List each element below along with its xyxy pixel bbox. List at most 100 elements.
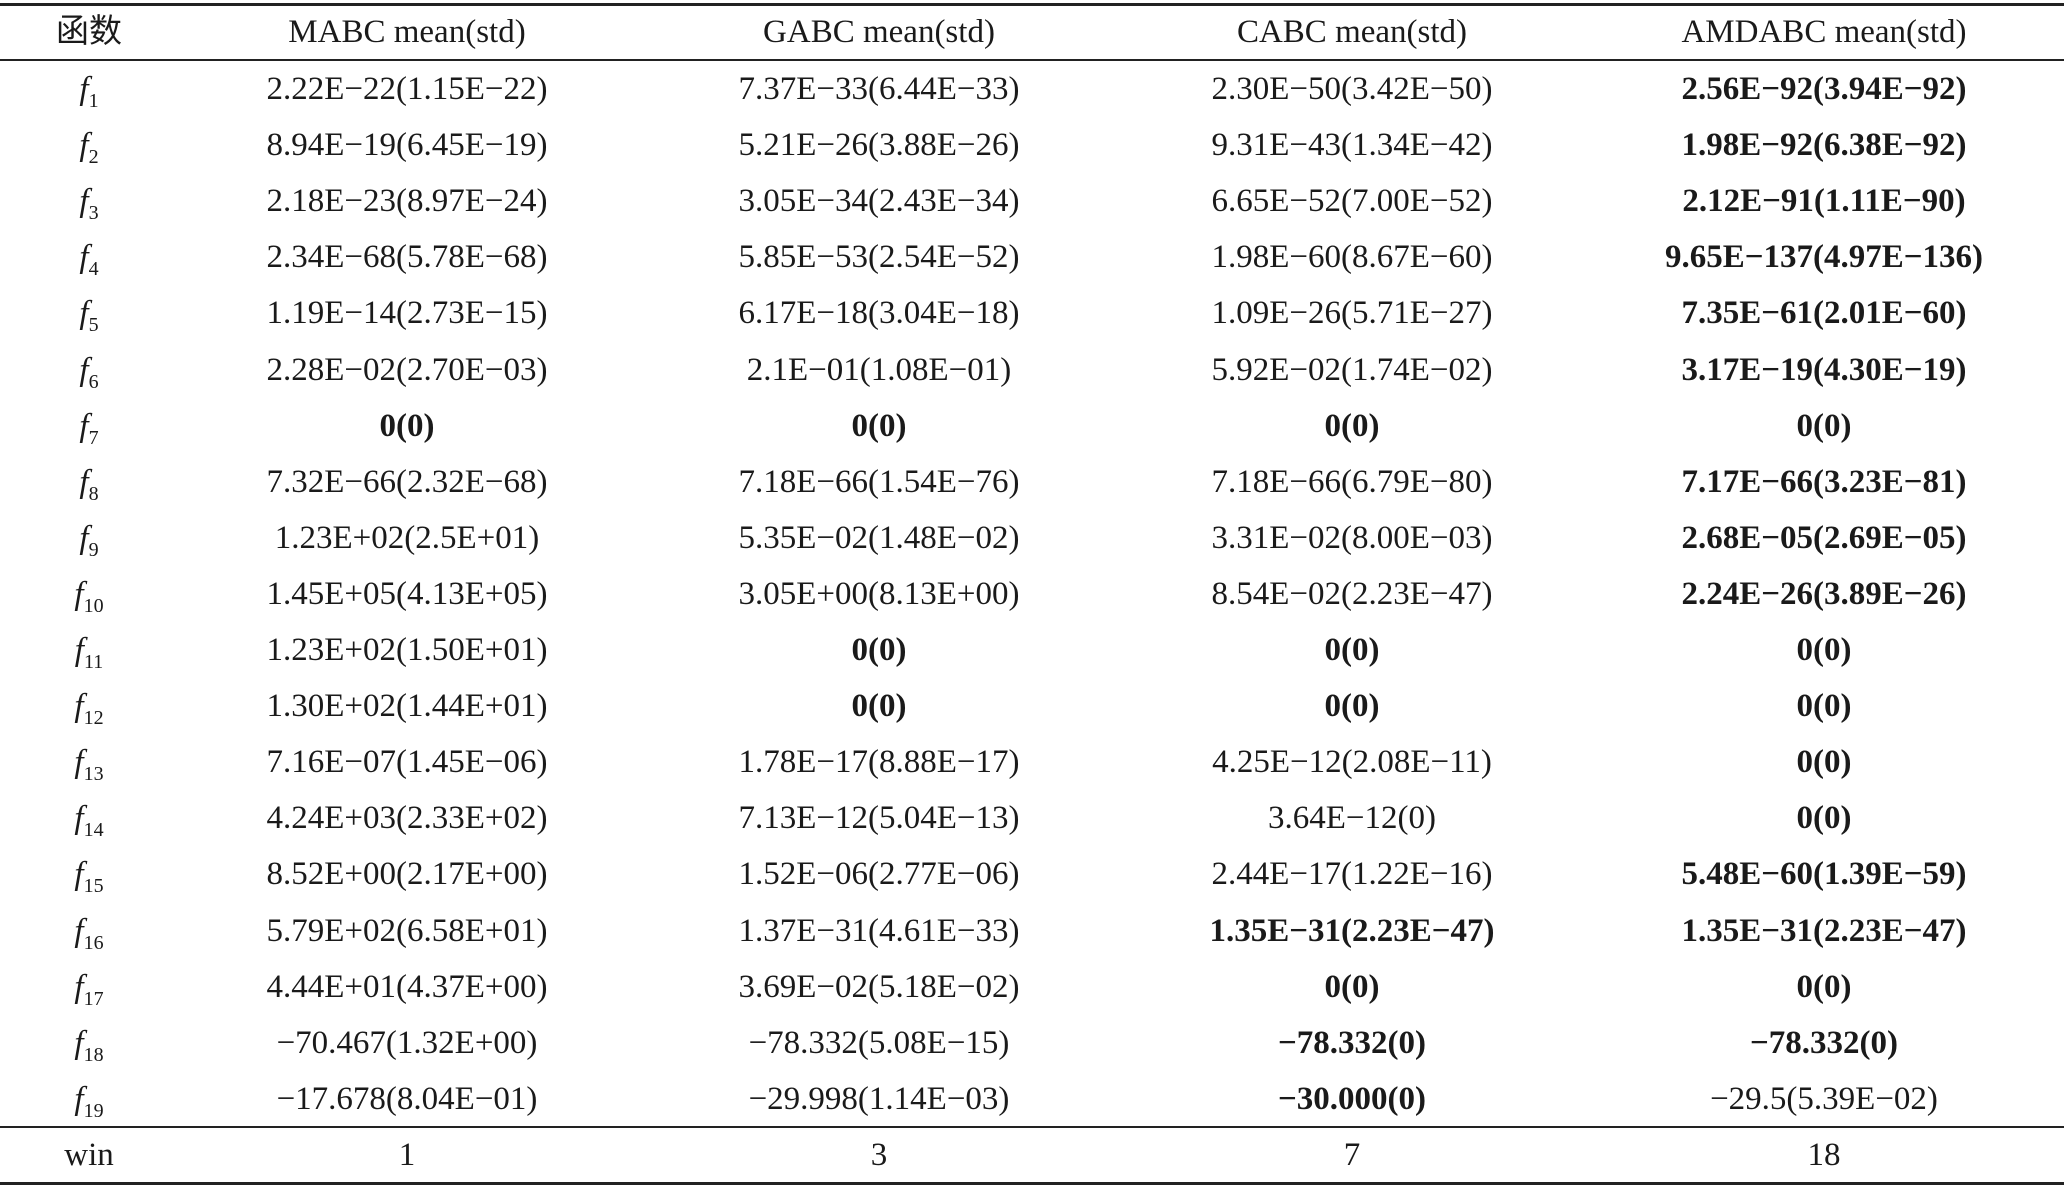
header-cell: GABC mean(std) xyxy=(763,14,995,50)
function-name: f xyxy=(74,912,84,949)
function-label: f17 xyxy=(0,959,178,1015)
result-cell: 1.98E−60(8.67E−60) xyxy=(1211,239,1493,276)
result-cell: 1.78E−17(8.88E−17) xyxy=(738,744,1020,781)
result-cell: 7.17E−66(3.23E−81) xyxy=(1681,463,1967,500)
result-cell: 0(0) xyxy=(1796,968,1852,1005)
result-cell: 0(0) xyxy=(1324,407,1380,444)
function-name: f xyxy=(74,744,84,781)
function-label: f6 xyxy=(0,342,178,398)
function-index: 16 xyxy=(83,931,104,954)
function-label: f2 xyxy=(0,117,178,173)
function-name: f xyxy=(79,519,89,556)
function-name: f xyxy=(74,1080,84,1117)
result-cell: 0(0) xyxy=(379,407,435,444)
result-cell: 8.94E−19(6.45E−19) xyxy=(266,127,548,164)
result-cell: 5.35E−02(1.48E−02) xyxy=(738,519,1020,556)
function-index: 1 xyxy=(88,90,99,112)
result-cell: 2.30E−50(3.42E−50) xyxy=(1211,71,1493,107)
result-cell: 5.21E−26(3.88E−26) xyxy=(738,127,1020,164)
result-cell: 0(0) xyxy=(1796,688,1852,725)
result-cell: 1.45E+05(4.13E+05) xyxy=(266,575,548,612)
function-name: f xyxy=(79,463,89,500)
result-cell: 2.1E−01(1.08E−01) xyxy=(746,351,1012,388)
result-cell: 0(0) xyxy=(851,407,907,444)
function-label: f3 xyxy=(0,173,178,229)
result-cell: 0(0) xyxy=(1324,968,1380,1005)
function-name: f xyxy=(74,1024,84,1061)
result-cell: 7.37E−33(6.44E−33) xyxy=(738,71,1020,107)
result-cell: 1.98E−92(6.38E−92) xyxy=(1681,127,1967,164)
result-cell: 5.48E−60(1.39E−59) xyxy=(1681,856,1967,893)
function-label: f14 xyxy=(0,790,178,846)
header-rule xyxy=(0,59,2064,61)
function-index: 3 xyxy=(88,202,99,225)
function-label: f4 xyxy=(0,229,178,285)
function-label: f1 xyxy=(0,61,178,117)
function-name: f xyxy=(79,127,89,164)
function-index: 14 xyxy=(83,819,104,842)
footer-cell: 1 xyxy=(398,1137,416,1173)
result-cell: 3.17E−19(4.30E−19) xyxy=(1681,351,1967,388)
result-cell: 2.56E−92(3.94E−92) xyxy=(1681,71,1967,107)
function-index: 5 xyxy=(88,314,99,337)
function-label: f15 xyxy=(0,846,178,902)
result-cell: 4.25E−12(2.08E−11) xyxy=(1212,744,1492,781)
result-cell: 9.31E−43(1.34E−42) xyxy=(1211,127,1493,164)
result-cell: 0(0) xyxy=(851,688,907,725)
result-cell: 2.24E−26(3.89E−26) xyxy=(1681,575,1967,612)
function-name: f xyxy=(79,183,89,220)
function-index: 10 xyxy=(83,594,104,617)
result-cell: 5.79E+02(6.58E+01) xyxy=(266,912,548,949)
function-label: f11 xyxy=(0,622,178,678)
result-cell: 7.13E−12(5.04E−13) xyxy=(738,800,1020,837)
result-cell: 1.09E−26(5.71E−27) xyxy=(1211,295,1493,332)
function-label: f12 xyxy=(0,678,178,734)
result-cell: 1.23E+02(2.5E+01) xyxy=(274,519,540,556)
result-cell: 7.16E−07(1.45E−06) xyxy=(266,744,548,781)
result-cell: 2.22E−22(1.15E−22) xyxy=(266,71,548,107)
result-cell: 3.05E−34(2.43E−34) xyxy=(738,183,1020,220)
result-cell: 1.19E−14(2.73E−15) xyxy=(266,295,548,332)
result-cell: −78.332(0) xyxy=(1749,1024,1899,1061)
result-cell: 8.54E−02(2.23E−47) xyxy=(1211,575,1493,612)
result-cell: 9.65E−137(4.97E−136) xyxy=(1664,239,1984,276)
function-name: f xyxy=(74,800,84,837)
function-label: f8 xyxy=(0,454,178,510)
result-cell: −29.998(1.14E−03) xyxy=(748,1080,1010,1117)
function-index: 7 xyxy=(88,426,99,449)
result-cell: 8.52E+00(2.17E+00) xyxy=(266,856,548,893)
result-cell: 3.69E−02(5.18E−02) xyxy=(738,968,1020,1005)
function-index: 11 xyxy=(83,651,104,673)
function-index: 9 xyxy=(88,538,99,561)
function-label: f16 xyxy=(0,903,178,959)
result-cell: 7.18E−66(1.54E−76) xyxy=(738,463,1020,500)
result-cell: 1.35E−31(2.23E−47) xyxy=(1209,912,1495,949)
result-cell: 0(0) xyxy=(1796,800,1852,837)
function-index: 12 xyxy=(83,707,104,730)
result-cell: 5.92E−02(1.74E−02) xyxy=(1211,351,1493,388)
header-cell: AMDABC mean(std) xyxy=(1681,14,1967,50)
function-name: f xyxy=(74,632,84,668)
result-cell: 4.24E+03(2.33E+02) xyxy=(266,800,548,837)
result-cell: 0(0) xyxy=(1796,744,1852,781)
result-cell: 0(0) xyxy=(1324,688,1380,725)
result-cell: 7.32E−66(2.32E−68) xyxy=(266,463,548,500)
footer-cell: 18 xyxy=(1807,1137,1841,1173)
function-name: f xyxy=(74,968,84,1005)
function-name: f xyxy=(74,688,84,725)
function-label: f18 xyxy=(0,1015,178,1071)
result-cell: −30.000(0) xyxy=(1277,1080,1427,1117)
function-name: f xyxy=(74,575,84,612)
result-cell: 3.31E−02(8.00E−03) xyxy=(1211,519,1493,556)
function-index: 18 xyxy=(83,1043,104,1066)
result-cell: 7.18E−66(6.79E−80) xyxy=(1211,463,1493,500)
top-rule xyxy=(0,3,2064,6)
function-index: 8 xyxy=(88,482,99,505)
footer-rule xyxy=(0,1126,2064,1128)
result-cell: −78.332(0) xyxy=(1277,1024,1427,1061)
result-cell: 1.52E−06(2.77E−06) xyxy=(738,856,1020,893)
function-index: 19 xyxy=(83,1099,104,1122)
function-index: 2 xyxy=(88,146,99,169)
result-cell: 2.28E−02(2.70E−03) xyxy=(266,351,548,388)
function-name: f xyxy=(79,71,89,107)
